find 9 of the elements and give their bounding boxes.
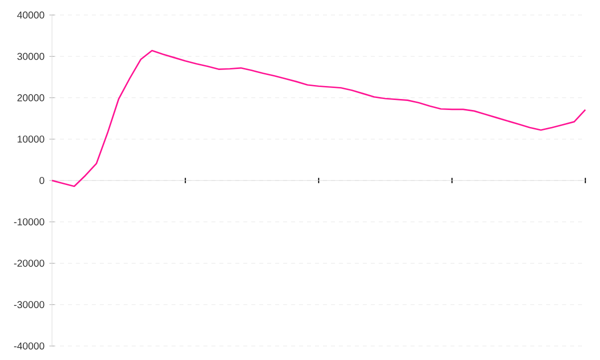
y-tick-label: 0 <box>39 176 44 184</box>
y-tick-label: 20000 <box>17 94 44 102</box>
y-tick-label: -20000 <box>14 260 44 267</box>
y-tick-label: -30000 <box>14 301 44 308</box>
y-tick-label: 30000 <box>17 52 44 60</box>
y-tick-label: -10000 <box>14 218 44 226</box>
y-tick-label: 40000 <box>17 11 44 19</box>
y-tick-label: 10000 <box>18 136 44 143</box>
y-tick-label: -40000 <box>14 342 44 350</box>
